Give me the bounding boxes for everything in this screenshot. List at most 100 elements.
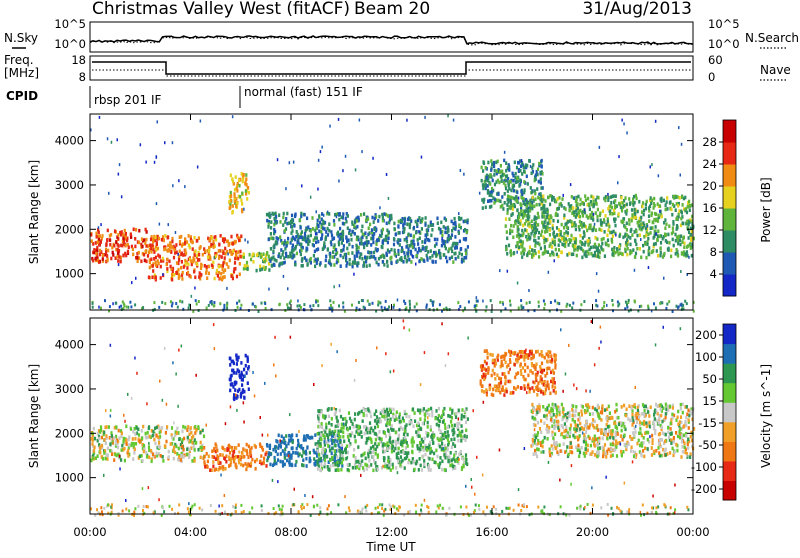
- echo-cell: [300, 236, 302, 240]
- echo-cell: [540, 181, 542, 185]
- echo-cell: [628, 197, 630, 201]
- echo-cell: [233, 398, 235, 402]
- echo-cell: [385, 235, 387, 239]
- echo-cell: [520, 165, 522, 169]
- echo-cell: [97, 241, 99, 245]
- echo-cell: [385, 300, 387, 303]
- echo-cell: [128, 435, 130, 439]
- echo-cell: [533, 218, 535, 222]
- echo-cell: [128, 443, 130, 447]
- echo-cell: [397, 438, 399, 442]
- echo-cell: [162, 455, 164, 459]
- echo-cell: [500, 175, 502, 179]
- echo-cell: [389, 409, 391, 413]
- echo-cell: [622, 220, 624, 224]
- echo-cell: [434, 460, 436, 464]
- echo-cell: [301, 230, 303, 234]
- echo-cell: [514, 351, 516, 355]
- echo-cell: [295, 460, 297, 464]
- echo-cell: [370, 427, 372, 431]
- echo-cell: [608, 225, 610, 229]
- echo-cell: [248, 445, 250, 449]
- echo-cell: [358, 411, 360, 415]
- echo-cell: [420, 257, 422, 261]
- echo-cell: [244, 182, 246, 186]
- echo-cell: [268, 238, 270, 242]
- echo-cell: [228, 242, 230, 246]
- echo-cell: [461, 253, 463, 257]
- echo-cell: [490, 194, 492, 198]
- echo-cell: [126, 239, 128, 243]
- echo-cell: [367, 217, 369, 221]
- echo-cell: [506, 237, 508, 241]
- echo-cell: [607, 198, 609, 202]
- echo-cell: [524, 387, 526, 391]
- echo-cell: [628, 222, 630, 226]
- echo-cell: [156, 242, 158, 246]
- echo-cell: [356, 465, 358, 469]
- echo-cell: [577, 207, 579, 211]
- echo-cell: [153, 438, 155, 442]
- echo-cell: [183, 265, 185, 269]
- echo-cell: [179, 250, 181, 254]
- echo-cell: [642, 244, 644, 248]
- echo-cell: [187, 436, 189, 440]
- echo-cell: [535, 377, 537, 381]
- echo-cell: [551, 377, 553, 381]
- echo-cell: [223, 304, 225, 307]
- echo-cell: [213, 304, 215, 307]
- echo-cell: [688, 220, 690, 224]
- echo-cell: [185, 262, 187, 266]
- echo-cell: [537, 350, 539, 354]
- echo-cell: [677, 306, 679, 309]
- echo-cell: [381, 232, 383, 236]
- echo-cell: [540, 171, 542, 175]
- echo-cell: [400, 450, 402, 454]
- echo-cell: [663, 221, 665, 225]
- echo-cell: [142, 459, 144, 463]
- echo-cell: [375, 448, 377, 452]
- echo-cell: [554, 299, 556, 302]
- echo-cell: [287, 241, 289, 245]
- echo-cell: [634, 216, 636, 220]
- echo-cell: [236, 189, 238, 193]
- echo-cell: [525, 378, 527, 382]
- echo-cell: [688, 200, 690, 204]
- echo-cell: [214, 256, 216, 259]
- echo-cell: [673, 195, 675, 199]
- echo-cell: [342, 169, 344, 172]
- echo-cell: [181, 277, 183, 281]
- echo-cell: [523, 197, 525, 201]
- echo-cell: [689, 204, 691, 208]
- echo-cell: [361, 459, 363, 463]
- echo-cell: [495, 161, 497, 165]
- echo-cell: [130, 427, 132, 431]
- echo-cell: [366, 236, 368, 240]
- echo-cell: [252, 260, 254, 264]
- echo-cell: [561, 223, 563, 227]
- echo-cell: [99, 253, 101, 257]
- echo-cell: [376, 261, 378, 265]
- echo-cell: [170, 442, 172, 446]
- echo-cell: [98, 226, 100, 229]
- echo-cell: [147, 244, 149, 248]
- echo-cell: [352, 265, 354, 269]
- echo-cell: [546, 360, 548, 364]
- echo-cell: [650, 226, 652, 230]
- echo-cell: [348, 439, 350, 443]
- echo-cell: [465, 252, 467, 256]
- echo-cell: [509, 229, 511, 233]
- echo-cell: [327, 465, 329, 469]
- echo-cell: [597, 250, 599, 254]
- echo-cell: [404, 436, 406, 440]
- echo-cell: [563, 194, 565, 197]
- echo-cell: [245, 177, 247, 181]
- power-colorbar-label: Power [dB]: [759, 177, 773, 242]
- echo-cell: [118, 244, 120, 248]
- echo-cell: [436, 217, 438, 221]
- echo-cell: [178, 258, 180, 262]
- echo-cell: [503, 372, 505, 376]
- echo-cell: [389, 422, 391, 426]
- echo-cell: [150, 449, 152, 453]
- echo-cell: [626, 253, 628, 257]
